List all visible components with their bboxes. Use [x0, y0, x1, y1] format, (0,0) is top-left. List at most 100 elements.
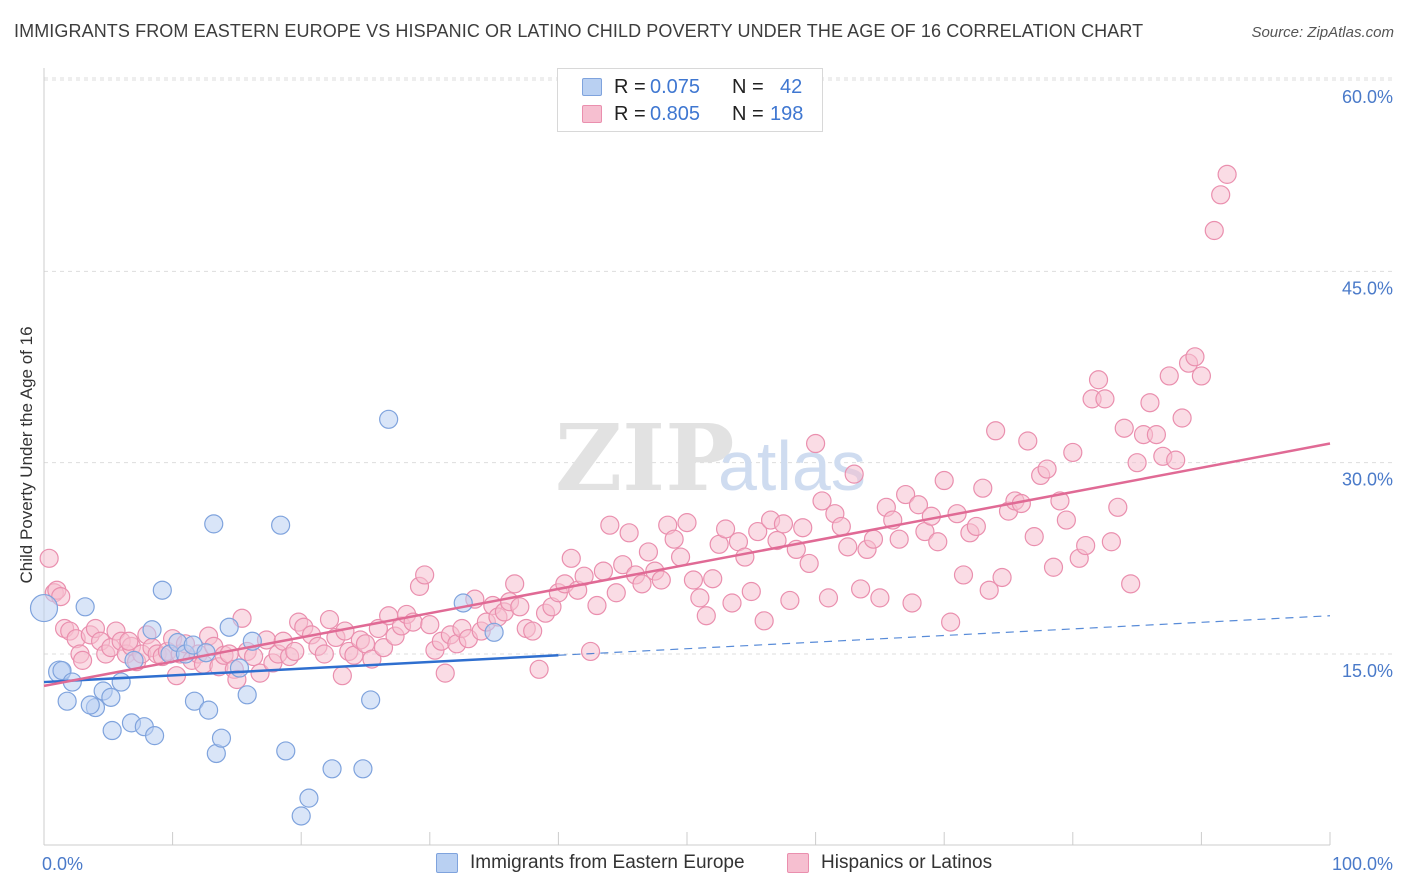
hispanics-point [1140, 393, 1160, 413]
eastern-europe-point [75, 597, 95, 617]
hispanics-point [986, 421, 1006, 441]
trendlines [43, 442, 1331, 688]
legend-row-hispanics: R = 0.805 N = 198 [582, 102, 803, 126]
hispanics-point [696, 606, 716, 626]
hispanics-point [896, 484, 916, 505]
hispanics-point [1114, 418, 1134, 438]
hispanics-point [250, 663, 270, 683]
eastern-europe-point [322, 759, 342, 779]
hispanics-point [767, 530, 787, 551]
eastern-europe-point [271, 515, 291, 535]
hispanics-point [1166, 450, 1186, 470]
hispanics-point [1037, 459, 1057, 479]
hispanics-point [1056, 510, 1076, 530]
bottom-legend-swatch-blue [436, 853, 458, 873]
watermark: ZIP atlas [555, 404, 866, 512]
hispanics-point [435, 663, 455, 683]
hispanics-point [703, 569, 723, 589]
hispanics-point [1088, 370, 1109, 390]
eastern-europe-point [229, 658, 250, 678]
hispanics-point [619, 523, 639, 543]
legend-n-label: N = [732, 102, 764, 125]
hispanics-point [606, 583, 626, 603]
eastern-europe-trendline-extension [558, 615, 1331, 656]
hispanics-point [1211, 185, 1231, 205]
hispanics-point [953, 565, 974, 585]
series-hispanics-points [39, 164, 1237, 690]
hispanics-point [1159, 366, 1179, 386]
hispanics-point [651, 570, 671, 590]
hispanics-point [812, 491, 832, 511]
hispanics-point [632, 574, 652, 594]
hispanics-point [600, 515, 620, 535]
hispanics-point [420, 615, 440, 635]
eastern-europe-point [276, 741, 296, 761]
hispanics-point [1121, 574, 1141, 594]
hispanics-point [1204, 220, 1224, 241]
hispanics-point [851, 579, 871, 599]
legend-r-label: R = [614, 102, 646, 125]
tick-labels: 15.0% 30.0% 45.0% 60.0% 0.0% 100.0% [42, 87, 1393, 874]
hispanics-point [1217, 164, 1237, 184]
eastern-europe-point [80, 695, 100, 715]
eastern-europe-point [353, 759, 373, 779]
hispanics-point [1108, 497, 1128, 517]
y-tick-label: 15.0% [1342, 661, 1393, 681]
hispanics-point [941, 612, 961, 632]
eastern-europe-point [184, 691, 205, 711]
eastern-europe-point [196, 643, 216, 663]
hispanics-point [966, 516, 986, 537]
hispanics-point [690, 588, 710, 608]
hispanics-point [593, 561, 614, 581]
hispanics-point [561, 548, 581, 568]
hispanics-point [973, 478, 993, 498]
hispanics-point [741, 581, 761, 602]
eastern-europe-trendline [43, 654, 559, 684]
hispanics-point [319, 609, 340, 630]
eastern-europe-point [361, 690, 381, 710]
x-tick-label: 0.0% [42, 854, 83, 874]
chart-title: IMMIGRANTS FROM EASTERN EUROPE VS HISPAN… [14, 21, 1144, 41]
eastern-europe-point [29, 593, 59, 623]
hispanics-point [844, 464, 864, 484]
hispanics-point [523, 621, 543, 641]
eastern-europe-point [57, 691, 77, 711]
hispanics-point [677, 513, 697, 533]
hispanics-point [793, 518, 813, 538]
legend-row-eastern-europe: R = 0.075 N = 42 [582, 75, 802, 99]
hispanics-point [613, 555, 633, 575]
hispanics-point [754, 611, 774, 631]
hispanics-point [72, 650, 93, 670]
hispanics-point [1018, 431, 1038, 451]
hispanics-point [780, 590, 800, 611]
legend-n-value: 198 [770, 102, 804, 125]
hispanics-point [1146, 425, 1166, 445]
eastern-europe-point [219, 617, 239, 637]
hispanics-point [908, 495, 929, 515]
hispanics-trendline [43, 442, 1331, 688]
hispanics-point [934, 470, 954, 491]
hispanics-point [119, 631, 139, 651]
hispanics-point [805, 433, 826, 454]
eastern-europe-point [484, 622, 504, 642]
legend-r-value: 0.805 [650, 102, 701, 125]
eastern-europe-point [144, 726, 165, 746]
source-label: Source: ZipAtlas.com [1251, 24, 1394, 41]
bottom-legend-eastern-europe: Immigrants from Eastern Europe [436, 852, 745, 874]
hispanics-point [1191, 366, 1212, 386]
legend-n-label: N = [732, 75, 764, 98]
y-axis-label: Child Poverty Under the Age of 16 [17, 326, 36, 584]
hispanics-point [722, 593, 742, 613]
hispanics-point [1172, 408, 1192, 428]
hispanics-point [529, 659, 549, 679]
hispanics-point [831, 516, 851, 537]
eastern-europe-point [111, 672, 131, 692]
y-tick-label: 60.0% [1342, 87, 1393, 107]
eastern-europe-point [291, 806, 311, 826]
x-tick-label: 100.0% [1332, 854, 1393, 874]
hispanics-point [928, 532, 948, 552]
bottom-legend-swatch-pink [787, 853, 809, 873]
hispanics-point [1063, 442, 1083, 463]
hispanics-point [332, 666, 352, 686]
